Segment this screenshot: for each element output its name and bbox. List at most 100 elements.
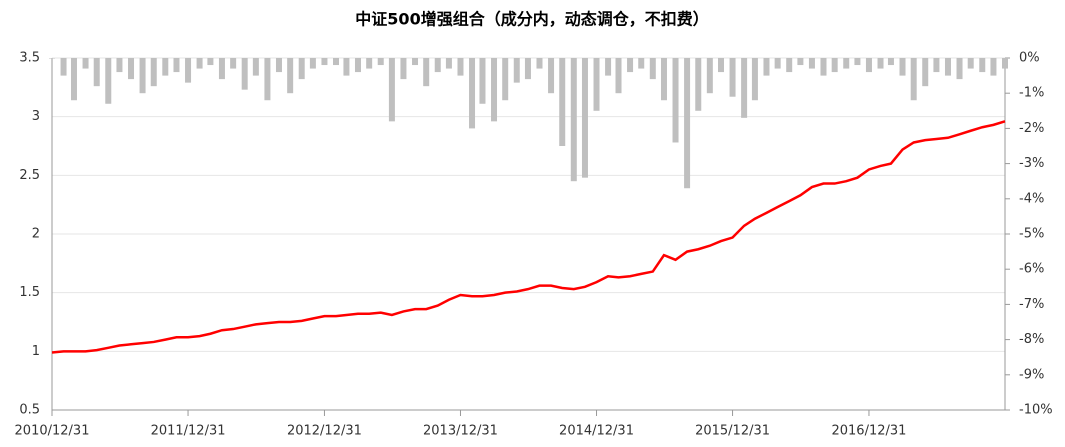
y2-tick-label: 0%: [1019, 51, 1040, 66]
drawdown-bar: [309, 58, 316, 69]
y-tick-label: 3: [32, 109, 40, 124]
drawdown-bar: [706, 58, 713, 94]
drawdown-bar: [536, 58, 543, 69]
drawdown-bar: [990, 58, 997, 76]
y-tick-label: 1.5: [19, 285, 40, 300]
drawdown-bar: [605, 58, 612, 76]
drawdown-bar: [287, 58, 294, 94]
y2-tick-label: -5%: [1019, 227, 1044, 242]
x-tick-label: 2011/12/31: [151, 424, 226, 439]
y2-tick-label: -1%: [1019, 86, 1044, 101]
x-tick-label: 2012/12/31: [287, 424, 362, 439]
drawdown-bar: [207, 58, 214, 66]
y-tick-label: 2.5: [19, 168, 40, 183]
drawdown-bar: [660, 58, 667, 101]
drawdown-bar: [797, 58, 804, 66]
drawdown-bar: [457, 58, 464, 76]
y-tick-label: 0.5: [19, 403, 40, 418]
drawdown-bar: [218, 58, 225, 80]
drawdown-bar: [593, 58, 600, 111]
drawdown-bar: [570, 58, 577, 182]
drawdown-bar: [377, 58, 384, 66]
drawdown-bar: [185, 58, 192, 83]
drawdown-bar: [366, 58, 373, 69]
drawdown-bar: [843, 58, 850, 69]
y2-tick-label: -2%: [1019, 121, 1044, 136]
x-tick-label: 2015/12/31: [695, 424, 770, 439]
drawdown-bar: [116, 58, 123, 73]
drawdown-bar: [400, 58, 407, 80]
drawdown-bar: [49, 58, 55, 59]
drawdown-bar: [241, 58, 248, 90]
drawdown-bar: [93, 58, 100, 87]
drawdown-bar: [173, 58, 180, 73]
drawdown-bar: [877, 58, 884, 69]
drawdown-bar: [298, 58, 305, 80]
drawdown-bar: [412, 58, 419, 66]
drawdown-bar: [150, 58, 157, 87]
drawdown-bar: [105, 58, 112, 104]
drawdown-bar: [820, 58, 827, 76]
y-tick-label: 2: [32, 227, 40, 242]
drawdown-bar: [70, 58, 77, 101]
drawdown-bar: [729, 58, 736, 97]
drawdown-bar: [672, 58, 679, 143]
drawdown-bar: [887, 58, 894, 66]
drawdown-bar: [808, 58, 815, 69]
drawdown-bar: [922, 58, 929, 87]
drawdown-bar: [388, 58, 395, 122]
drawdown-bar: [275, 58, 282, 73]
drawdown-bar: [774, 58, 781, 69]
drawdown-bar: [763, 58, 770, 76]
drawdown-bar: [933, 58, 940, 73]
drawdown-bar: [513, 58, 520, 83]
drawdown-bar: [252, 58, 259, 76]
chart-title: 中证500增强组合（成分内，动态调仓，不扣费）: [355, 10, 708, 29]
drawdown-bar: [559, 58, 566, 146]
y-tick-label: 1: [32, 344, 40, 359]
y-tick-label: 3.5: [19, 51, 40, 66]
drawdown-bar: [162, 58, 169, 76]
drawdown-bar: [627, 58, 634, 73]
nav-line: [51, 120, 1006, 354]
drawdown-bar: [139, 58, 146, 94]
drawdown-bar: [956, 58, 963, 80]
drawdown-bar: [445, 58, 452, 69]
drawdown-bar: [786, 58, 793, 73]
x-tick-label: 2013/12/31: [423, 424, 498, 439]
drawdown-bar: [751, 58, 758, 101]
drawdown-bar: [230, 58, 237, 69]
drawdown-bar: [854, 58, 861, 66]
drawdown-bar: [524, 58, 531, 80]
drawdown-bar: [128, 58, 135, 80]
drawdown-bar: [910, 58, 917, 101]
drawdown-bar: [491, 58, 498, 122]
drawdown-bar: [944, 58, 951, 76]
drawdown-bar: [831, 58, 838, 73]
drawdown-bar: [343, 58, 350, 76]
drawdown-bar: [264, 58, 271, 101]
drawdown-bar: [718, 58, 725, 73]
drawdown-bar: [502, 58, 509, 101]
drawdown-bar: [979, 58, 986, 73]
drawdown-bar: [423, 58, 430, 87]
drawdown-bar: [60, 58, 67, 76]
x-tick-label: 2016/12/31: [831, 424, 906, 439]
drawdown-bar: [332, 58, 339, 66]
drawdown-bar: [899, 58, 906, 76]
drawdown-bar: [684, 58, 691, 189]
y2-tick-label: -9%: [1019, 367, 1044, 382]
drawdown-bar: [548, 58, 555, 94]
y2-tick-label: -3%: [1019, 156, 1044, 171]
drawdown-bar: [354, 58, 361, 73]
drawdown-bar: [967, 58, 974, 69]
drawdown-bar: [321, 58, 328, 66]
drawdown-bar: [196, 58, 203, 69]
y2-tick-label: -8%: [1019, 332, 1044, 347]
drawdown-bar: [615, 58, 622, 94]
x-tick-label: 2010/12/31: [15, 424, 90, 439]
drawdown-bar: [581, 58, 588, 178]
y2-tick-label: -10%: [1019, 403, 1053, 418]
y2-tick-label: -4%: [1019, 191, 1044, 206]
